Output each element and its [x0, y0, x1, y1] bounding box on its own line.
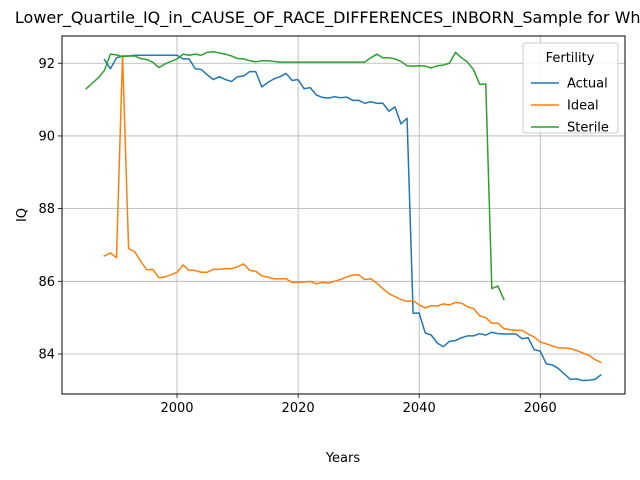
- legend-label-sterile: Sterile: [567, 121, 609, 136]
- y-axis-title: IQ: [15, 208, 30, 222]
- legend-label-ideal: Ideal: [567, 99, 599, 114]
- y-tick-label: 84: [38, 348, 55, 363]
- series-lines: [85, 50, 602, 382]
- series-line-sterile: [85, 50, 505, 301]
- y-tick-label: 86: [38, 275, 55, 290]
- x-tick-label: 2000: [160, 401, 193, 416]
- legend-label-actual: Actual: [567, 77, 608, 92]
- x-tick-label: 2020: [282, 401, 315, 416]
- legend-title: Fertility: [546, 51, 595, 66]
- y-tick-label: 92: [38, 57, 55, 72]
- chart-title: Lower_Quartile_IQ_in_CAUSE_OF_RACE_DIFFE…: [15, 8, 640, 28]
- series-line-ideal: [103, 54, 602, 364]
- y-tick-label: 90: [38, 129, 55, 144]
- legend: Fertility Actual Ideal Sterile: [522, 42, 619, 136]
- series-line-actual: [103, 54, 602, 382]
- axis-ticks: 2000 2020 2040 2060 84 86 88 90 92: [38, 57, 556, 416]
- legend-items: Actual Ideal Sterile: [531, 77, 609, 136]
- x-tick-label: 2060: [524, 401, 557, 416]
- x-tick-label: 2040: [403, 401, 436, 416]
- y-tick-label: 88: [38, 202, 55, 217]
- x-axis-title: Years: [325, 451, 361, 466]
- plot-area-frame: [61, 35, 626, 395]
- legend-box: [522, 42, 619, 134]
